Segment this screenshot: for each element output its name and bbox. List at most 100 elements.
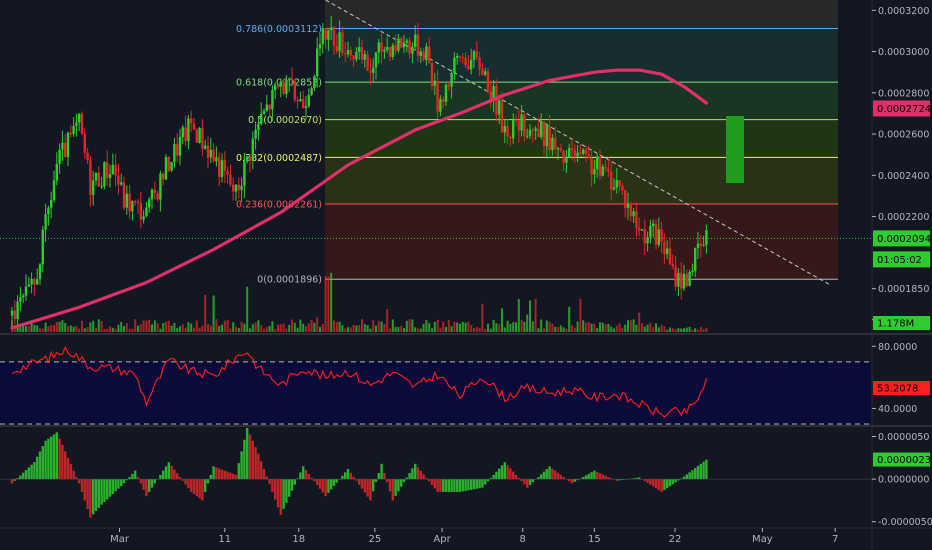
candle-body bbox=[164, 157, 168, 180]
macd-bar bbox=[190, 479, 193, 492]
volume-bar bbox=[431, 328, 433, 332]
volume-bar bbox=[83, 328, 86, 332]
macd-bar bbox=[19, 475, 22, 480]
volume-bar bbox=[209, 325, 212, 332]
volume-bar bbox=[646, 324, 649, 332]
volume-bar bbox=[613, 328, 615, 332]
volume-bar bbox=[335, 322, 338, 332]
candle-body bbox=[131, 200, 134, 212]
fib-zone bbox=[325, 82, 838, 120]
macd-bar bbox=[268, 479, 271, 485]
candle-body bbox=[52, 180, 56, 200]
volume-bar bbox=[621, 327, 624, 332]
volume-bar bbox=[657, 327, 660, 332]
volume-bar bbox=[604, 324, 607, 332]
candle-body bbox=[282, 81, 285, 94]
candle-body bbox=[100, 186, 103, 188]
candle-body bbox=[478, 57, 481, 69]
candle-body bbox=[598, 156, 602, 176]
macd-bar bbox=[512, 471, 515, 480]
volume-bar bbox=[618, 323, 621, 332]
candle-body bbox=[674, 266, 677, 287]
candle-body bbox=[677, 272, 680, 287]
macd-bar bbox=[254, 447, 257, 480]
target-box[interactable] bbox=[726, 116, 744, 183]
volume-bar bbox=[291, 319, 293, 332]
candle-body bbox=[274, 85, 277, 90]
volume-bars bbox=[11, 272, 708, 332]
candle-body bbox=[534, 128, 537, 131]
candle-body bbox=[153, 189, 156, 194]
volume-bar bbox=[596, 328, 599, 332]
volume-bar bbox=[22, 325, 25, 332]
macd-bar bbox=[610, 478, 613, 480]
macd-bar bbox=[106, 479, 109, 500]
macd-bar bbox=[615, 479, 618, 481]
macd-bar bbox=[128, 477, 131, 480]
fib-retracement[interactable]: 0.786(0.0003112) 0.618(0.0002852) 0.5(0.00… bbox=[236, 24, 838, 286]
macd-bar bbox=[55, 432, 58, 480]
volume-bar bbox=[411, 319, 414, 332]
volume-bar bbox=[319, 326, 321, 332]
volume-bar bbox=[137, 325, 139, 332]
volume-bar bbox=[288, 324, 291, 332]
macd-bar bbox=[425, 477, 428, 480]
candle-body bbox=[470, 59, 473, 70]
macd-bar bbox=[489, 478, 492, 480]
macd-bar bbox=[436, 479, 439, 492]
macd-bar bbox=[486, 479, 490, 482]
volume-bar bbox=[442, 321, 445, 332]
candle-body bbox=[590, 157, 593, 175]
macd-bar bbox=[290, 479, 294, 491]
volume-bar bbox=[201, 325, 204, 332]
candle-body bbox=[237, 184, 240, 190]
macd-bar bbox=[257, 453, 260, 480]
volume-bar bbox=[279, 324, 282, 332]
macd-bar bbox=[209, 474, 212, 480]
macd-bar bbox=[296, 478, 299, 480]
volume-bar bbox=[655, 323, 657, 332]
macd-bar bbox=[139, 479, 142, 484]
candle-body bbox=[685, 274, 688, 287]
volume-bar bbox=[523, 321, 526, 332]
macd-bar bbox=[75, 477, 78, 480]
time-axis[interactable]: Mar 11 18 25 Apr 8 15 22 May 7 bbox=[110, 528, 838, 545]
candle-body bbox=[243, 161, 246, 186]
macd-bar bbox=[307, 473, 310, 480]
macd-bar bbox=[573, 479, 576, 482]
macd-bar bbox=[551, 468, 554, 480]
candle-body bbox=[145, 207, 148, 217]
candle-body bbox=[106, 162, 109, 179]
volume-bar bbox=[663, 326, 666, 332]
volume-bar bbox=[498, 324, 501, 332]
volume-bar bbox=[705, 327, 708, 332]
volume-bar bbox=[305, 326, 307, 332]
candle-body bbox=[484, 71, 487, 75]
macd-bar bbox=[318, 479, 322, 489]
trendline[interactable] bbox=[0, 0, 872, 286]
volume-bar bbox=[537, 328, 540, 332]
macd-bar bbox=[251, 440, 254, 480]
volume-bar bbox=[433, 321, 436, 332]
fib-level-label: 0.786(0.0003112) bbox=[236, 24, 322, 35]
macd-bar bbox=[302, 466, 305, 480]
price-tick-label: 0.0003000 bbox=[878, 47, 929, 58]
candle-body bbox=[380, 42, 383, 52]
candle-body bbox=[120, 182, 123, 185]
candle-body bbox=[148, 199, 151, 208]
candle-body bbox=[344, 53, 347, 55]
candle-body bbox=[265, 104, 268, 111]
volume-bar bbox=[277, 324, 279, 332]
candle-body bbox=[83, 133, 86, 153]
macd-tick-label: 0.0000000 bbox=[878, 475, 929, 486]
volume-bar bbox=[184, 327, 187, 332]
macd-bar bbox=[61, 445, 64, 480]
macd-bar bbox=[492, 474, 495, 480]
macd-bar bbox=[579, 478, 582, 480]
candle-body bbox=[388, 46, 392, 58]
volume-bar bbox=[643, 326, 646, 332]
candle-body bbox=[442, 99, 445, 102]
macd-bar bbox=[164, 466, 168, 480]
volume-bar bbox=[683, 328, 685, 332]
